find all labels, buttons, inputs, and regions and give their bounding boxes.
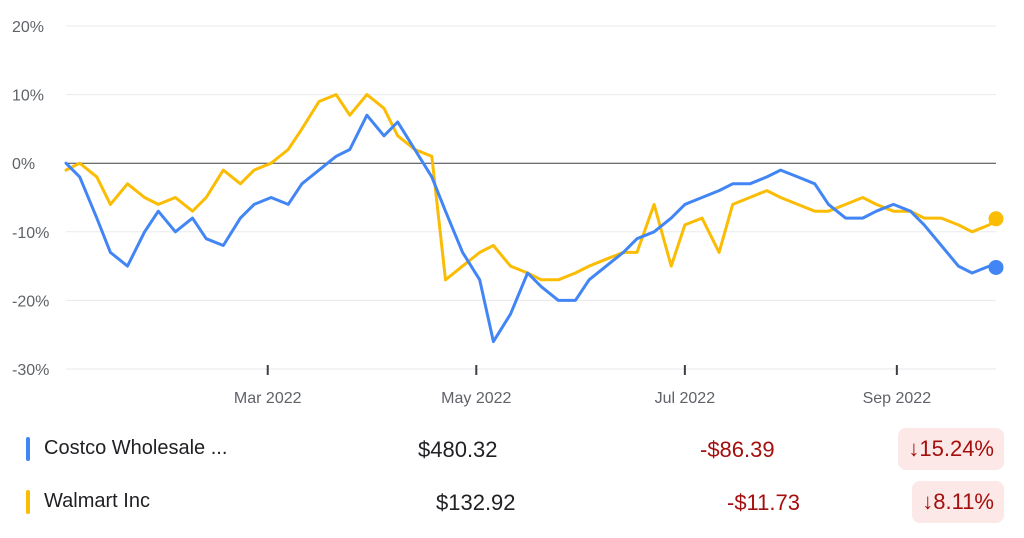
- legend-row-costco[interactable]: Costco Wholesale ... $480.32 -$86.39 ↓15…: [0, 428, 1024, 470]
- x-tick-label: Mar 2022: [234, 390, 302, 407]
- series-lines: [64, 93, 1004, 344]
- x-tick-label: May 2022: [441, 390, 511, 407]
- grid-lines: [66, 25, 996, 370]
- stock-comparison-chart: 20% 10% 0% -10% -20% -30% Mar 2022 May 2022 Jul…: [12, 19, 1004, 407]
- costco-change: -$86.39: [700, 437, 775, 462]
- costco-name: Costco Wholesale ...: [44, 437, 228, 459]
- y-tick-label: -10%: [12, 225, 49, 242]
- series-endpoint-1: [988, 211, 1004, 227]
- x-tick-label: Sep 2022: [863, 390, 932, 407]
- x-axis-ticks: Mar 2022 May 2022 Jul 2022 Sep 2022: [234, 365, 931, 407]
- y-tick-label: -30%: [12, 362, 49, 379]
- y-tick-label: 0%: [12, 156, 35, 173]
- walmart-price: $132.92: [436, 490, 516, 515]
- series-line-0: [64, 113, 998, 344]
- x-tick-label: Jul 2022: [655, 390, 716, 407]
- legend-row-walmart[interactable]: Walmart Inc $132.92 -$11.73 ↓8.11%: [0, 481, 1024, 523]
- series-line-1: [64, 93, 998, 282]
- y-tick-label: 20%: [12, 19, 44, 36]
- walmart-percent-badge: ↓8.11%: [912, 481, 1004, 523]
- walmart-name: Walmart Inc: [44, 490, 150, 512]
- y-tick-label: -20%: [12, 293, 49, 310]
- walmart-change: -$11.73: [727, 490, 800, 515]
- y-tick-label: 10%: [12, 88, 44, 105]
- y-axis-ticks: 20% 10% 0% -10% -20% -30%: [12, 19, 49, 379]
- costco-color-swatch: [26, 437, 30, 461]
- walmart-color-swatch: [26, 490, 30, 514]
- costco-price: $480.32: [418, 437, 498, 462]
- costco-percent-badge: ↓15.24%: [898, 428, 1004, 470]
- series-endpoint-0: [988, 259, 1004, 275]
